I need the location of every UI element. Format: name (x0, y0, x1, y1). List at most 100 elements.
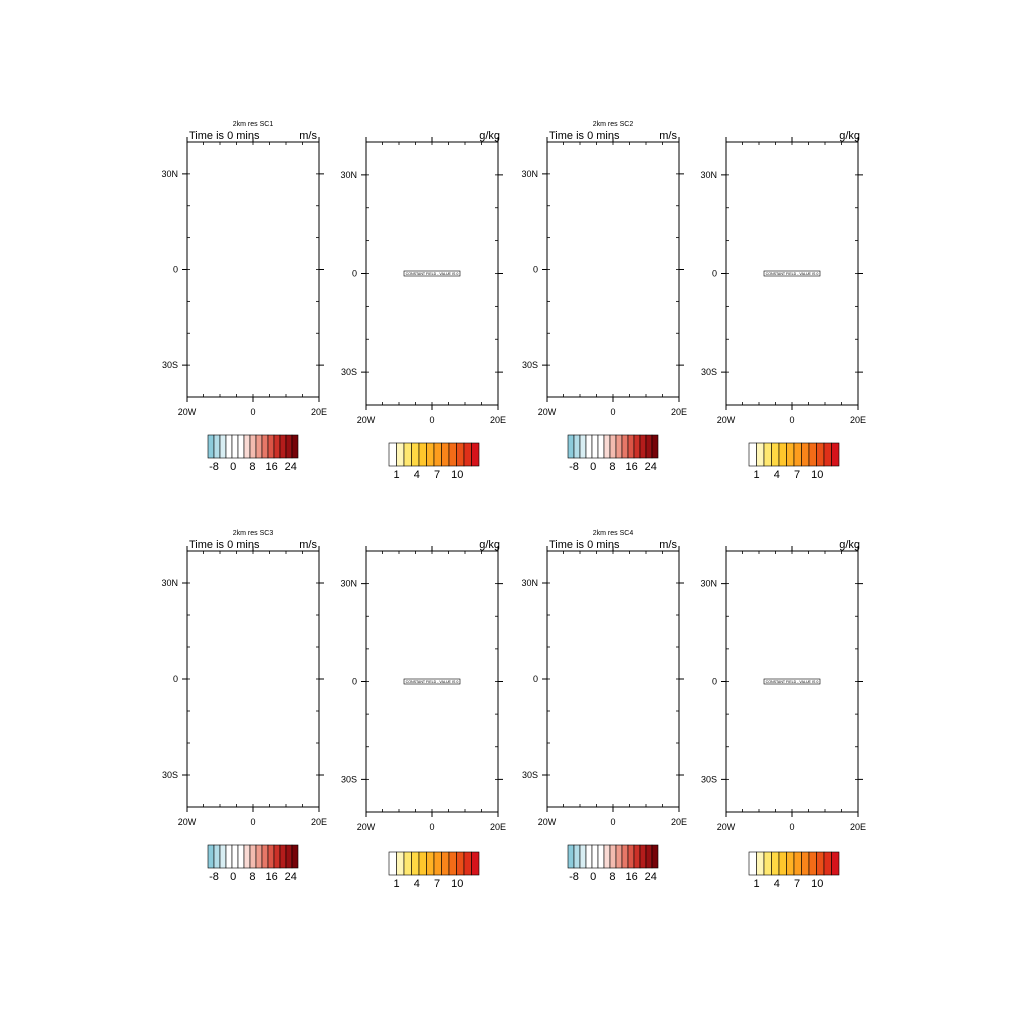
time-label: Time is 0 mins (189, 130, 260, 142)
y-tick-label: 30S (701, 367, 717, 377)
colorbar-cell (448, 442, 457, 467)
colorbar-cell (621, 844, 629, 869)
colorbar-cell (793, 851, 802, 876)
colorbar-cell (609, 844, 617, 869)
x-tick-label: 20W (717, 822, 736, 832)
wind-panel-2: 2km res SC2 Time is 0 mins m/s 30N 0 30S 20W 0 2… (521, 121, 687, 473)
wind-panel-3: 2km res SC3 Time is 0 mins m/s 30N 0 30S 20W 0 2… (161, 530, 327, 883)
colorbar-label: 1 (393, 469, 399, 481)
colorbar-label: 4 (414, 878, 420, 890)
colorbar-label: 7 (794, 469, 800, 481)
colorbar-label: 0 (230, 871, 236, 883)
moisture-units-label: g/kg (479, 130, 500, 142)
colorbar-label: 24 (645, 871, 657, 883)
colorbar-cell (808, 851, 817, 876)
colorbar-cell (433, 851, 442, 876)
moisture-units-label: g/kg (839, 130, 860, 142)
constant-field-box (403, 270, 461, 277)
colorbar-cell (249, 844, 257, 869)
wind-units-label: m/s (299, 130, 317, 142)
time-label: Time is 0 mins (549, 130, 620, 142)
moisture-panel-1: g/kg 30N 0 30S 20W 0 20E CONSTANT FIELD - VALUE… (340, 130, 506, 481)
colorbar-cell (808, 442, 817, 467)
colorbar-cell (463, 442, 472, 467)
colorbar-cell (639, 434, 647, 459)
colorbar-cell (816, 442, 825, 467)
colorbar-cell (823, 851, 832, 876)
constant-field-label: CONSTANT FIELD - VALUE IS 0 (766, 680, 819, 684)
y-tick-label: 30S (341, 774, 357, 784)
colorbar-cell (267, 844, 275, 869)
colorbar-label: 1 (753, 469, 759, 481)
colorbar-label: 24 (285, 461, 297, 473)
colorbar-cell (219, 434, 227, 459)
colorbar-label: 24 (285, 871, 297, 883)
time-label: Time is 0 mins (549, 539, 620, 551)
y-tick-label: 30S (162, 360, 178, 370)
y-tick-label: 0 (173, 265, 178, 275)
map-frame (546, 550, 680, 808)
colorbar-cell (597, 844, 605, 869)
colorbar-label: 8 (249, 461, 255, 473)
colorbar-cell (388, 442, 397, 467)
colorbar-cell (418, 851, 427, 876)
moisture-units-label: g/kg (479, 539, 500, 551)
constant-field-label: CONSTANT FIELD - VALUE IS 0 (406, 680, 459, 684)
colorbar-cell (645, 434, 653, 459)
colorbar-cell (207, 844, 215, 869)
y-tick-label: 0 (533, 265, 538, 275)
colorbar-label: -8 (569, 871, 579, 883)
colorbar-cell (237, 434, 245, 459)
moisture-panel-4: g/kg 30N 0 30S 20W 0 20E CONSTANT FIELD - VALUE… (700, 539, 866, 890)
moisture-panel-3: g/kg 30N 0 30S 20W 0 20E CONSTANT FIELD - VALUE… (340, 539, 506, 890)
colorbar-label: 7 (434, 469, 440, 481)
panel-title: 2km res SC4 (593, 530, 634, 537)
y-tick-label: 30N (700, 579, 717, 589)
colorbar-cell (633, 844, 641, 869)
colorbar-cell (639, 844, 647, 869)
colorbar-cell (388, 851, 397, 876)
panel-title: 2km res SC3 (233, 530, 274, 537)
colorbar-cell (225, 844, 233, 869)
colorbar-label: 10 (811, 878, 823, 890)
panel-title: 2km res SC1 (233, 121, 274, 128)
colorbar-cell (645, 844, 653, 869)
x-tick-label: 0 (610, 407, 615, 417)
colorbar-cell (456, 442, 465, 467)
colorbar-cell (237, 844, 245, 869)
y-tick-label: 30S (701, 774, 717, 784)
colorbar-cell (448, 851, 457, 876)
wind-panel-1: 2km res SC1 Time is 0 mins m/s 30N 0 30S 20W 0 2… (161, 121, 327, 473)
y-tick-label: 0 (712, 677, 717, 687)
x-tick-label: 20W (357, 415, 376, 425)
y-tick-label: 30N (521, 169, 538, 179)
colorbar-cell (291, 434, 299, 459)
y-tick-label: 30N (700, 170, 717, 180)
wind-panel-4: 2km res SC4 Time is 0 mins m/s 30N 0 30S 20W 0 2… (521, 530, 687, 883)
colorbar-label: 7 (794, 878, 800, 890)
colorbar-label: 0 (590, 461, 596, 473)
y-tick-label: 30N (340, 579, 357, 589)
map-frame (546, 141, 680, 398)
colorbar-cell (273, 844, 281, 869)
colorbar-cell (763, 851, 772, 876)
colorbar-cell (441, 442, 450, 467)
constant-field-box (763, 678, 821, 685)
x-tick-label: 20E (490, 822, 506, 832)
x-tick-label: 0 (429, 822, 434, 832)
y-tick-label: 30N (161, 169, 178, 179)
x-tick-label: 20E (850, 415, 866, 425)
colorbar-label: 16 (265, 461, 277, 473)
colorbar-cell (396, 851, 405, 876)
colorbar-cell (778, 442, 787, 467)
colorbar-cell (585, 844, 593, 869)
colorbar-cell (579, 434, 587, 459)
x-tick-label: 20E (311, 407, 327, 417)
colorbar-label: 1 (753, 878, 759, 890)
colorbar-cell (585, 434, 593, 459)
colorbar-cell (778, 851, 787, 876)
x-tick-label: 20W (178, 817, 197, 827)
colorbar-label: 0 (590, 871, 596, 883)
x-tick-label: 0 (789, 822, 794, 832)
constant-field-label: CONSTANT FIELD - VALUE IS 0 (766, 272, 819, 276)
